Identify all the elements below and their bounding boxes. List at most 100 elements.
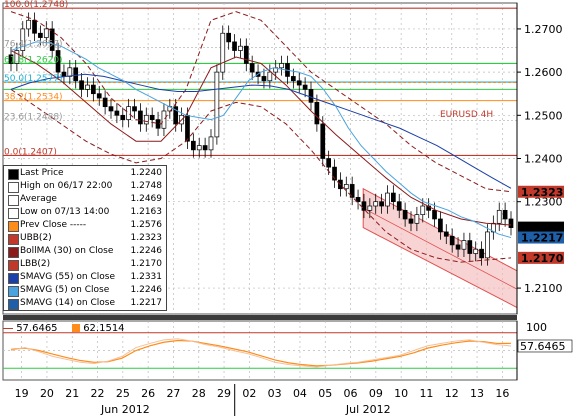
oscillator-panel: 100 57.6465 [3, 321, 573, 380]
legend-row: SMAVG (55) on Close 1.2331 [4, 272, 166, 284]
candle-body [191, 140, 196, 151]
candle-body [302, 84, 308, 90]
legend-value: 1.2323 [130, 233, 163, 243]
legend-row: SMAVG (14) on Close 1.2217 [4, 298, 166, 310]
legend-row: Low on 07/13 14:00 1.2163 [4, 207, 166, 219]
sub-legend-k-value: 57.6465 [16, 323, 58, 334]
candle-body [420, 205, 426, 216]
candle-body [126, 106, 131, 120]
candle-body [120, 114, 126, 120]
fib-label: 100.0(1.2748) [4, 0, 68, 10]
x-tick-label: 09 [369, 387, 383, 400]
legend-name: High on 06/17 22:00 [20, 181, 113, 191]
legend-name: LBB(2) [20, 259, 51, 269]
legend-value: 1.2331 [130, 272, 163, 282]
x-tick-label: 28 [192, 387, 206, 400]
x-tick-label: 29 [217, 387, 231, 400]
fib-label: 23.6(1.2488) [4, 112, 63, 122]
candle-body [396, 201, 402, 211]
candle-body [249, 63, 255, 73]
legend-row: LBB(2) 1.2170 [4, 259, 166, 271]
fibonacci-labels: 100.0(1.2748) 76.4(1.2657) 61.8(1.2620) 50.… [4, 0, 68, 157]
candle-body [502, 209, 508, 220]
x-tick-label: 05 [318, 387, 332, 400]
legend: Last Price 1.2240 High on 06/17 22:00 1.274… [3, 165, 167, 311]
candle-body [232, 41, 237, 51]
candle-body [32, 19, 37, 34]
k-line [10, 338, 512, 368]
y-tick-label: 1.2100 [524, 282, 563, 295]
candle-body [214, 71, 220, 138]
x-tick-label: 13 [470, 387, 484, 400]
candle-body [26, 19, 31, 30]
x-tick-label: 10 [394, 387, 408, 400]
legend-name: Prev Close ----- [20, 220, 87, 230]
candle-body [326, 158, 331, 168]
x-tick-label: 06 [344, 387, 358, 400]
channel-mid [363, 207, 518, 290]
candle-body [361, 201, 367, 211]
candle-body [138, 110, 143, 125]
fib-label: 76.4(1.2657) [4, 39, 63, 49]
legend-value: 1.2217 [130, 298, 163, 308]
price-tag-bg [518, 231, 564, 244]
legend-swatch [8, 195, 19, 206]
candle-body [379, 201, 384, 207]
candle-body [108, 106, 114, 112]
candle-body [73, 67, 79, 82]
price-tag-label: 1.2240 [521, 222, 564, 235]
candle-body [85, 84, 90, 90]
candle-body [508, 218, 514, 228]
candle-body [238, 45, 243, 51]
bollinger-ma-line [10, 50, 512, 226]
sub-legend-d: 62.1514 [72, 323, 125, 335]
moving-averages [10, 11, 512, 263]
candle-body [149, 114, 155, 120]
legend-name: Last Price [20, 168, 64, 178]
sub-tag-label: 57.6465 [520, 340, 566, 353]
legend-name: SMAVG (14) on Close [20, 298, 115, 308]
candle-body [367, 205, 373, 211]
sub-legend-k: 57.6465 [3, 323, 58, 335]
x-tick-label: 20 [40, 387, 54, 400]
legend-row: UBB(2) 1.2323 [4, 233, 166, 245]
price-tag-bg [518, 251, 564, 264]
x-tick-label: 12 [445, 387, 459, 400]
y-tick-label: 1.2400 [524, 153, 563, 166]
candle-body [114, 110, 120, 116]
candle-body [296, 80, 302, 86]
legend-swatch [8, 247, 19, 258]
candle-body [438, 218, 443, 233]
legend-swatch [8, 260, 19, 271]
sma55-line [10, 73, 512, 189]
candle-body [43, 28, 49, 38]
candle-body [226, 32, 231, 43]
legend-row: Prev Close ----- 1.2576 [4, 220, 166, 232]
candle-body [473, 248, 479, 254]
candle-body [479, 248, 484, 259]
candle-body [185, 114, 190, 142]
x-tick-label: 11 [419, 387, 433, 400]
candle-body [279, 63, 284, 69]
candle-body [485, 231, 490, 259]
candle-body [443, 231, 449, 237]
y-tick-label: 1.2600 [524, 66, 563, 79]
sub-legend-d-swatch [72, 324, 80, 332]
x-tick-label: 21 [65, 387, 79, 400]
legend-row: BollMA (30) on Close 1.2246 [4, 246, 166, 258]
legend-name: SMAVG (55) on Close [20, 272, 115, 282]
legend-name: Low on 07/13 14:00 [20, 207, 110, 217]
candle-body [496, 209, 502, 224]
sma14-line [10, 41, 512, 239]
candle-body [355, 197, 361, 203]
legend-name: UBB(2) [20, 233, 52, 243]
price-tag-bg [518, 221, 564, 234]
price-tag-label: 1.2217 [521, 232, 563, 245]
x-tick-label: 26 [141, 387, 155, 400]
candle-body [402, 209, 408, 220]
candle-body [291, 76, 296, 82]
candle-body [449, 235, 455, 246]
candle-body [332, 166, 337, 181]
fib-label: 50.0(1.2577) [4, 74, 63, 84]
candle-body [143, 114, 149, 125]
